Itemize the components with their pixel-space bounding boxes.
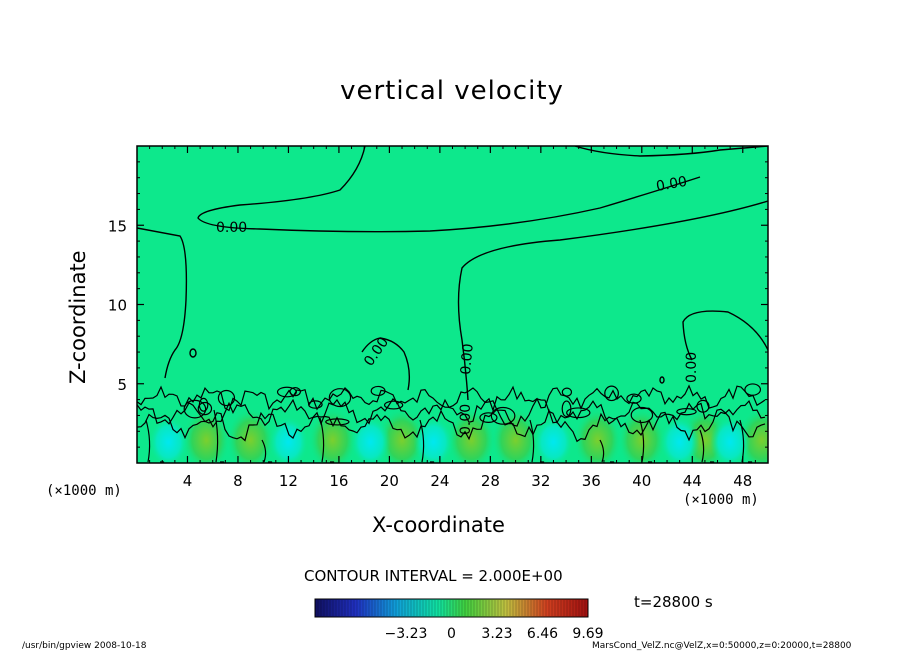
contour-convective-closed [561,400,572,418]
updraft-region [617,408,666,463]
x-tick-label: 36 [582,472,601,490]
contour-small-closed [659,376,665,384]
x-tick-label: 24 [430,472,449,490]
contour-convective-closed [183,399,207,419]
contour-column [599,439,605,463]
y-tick-label: 5 [117,376,127,394]
contour-convective-closed [566,407,591,419]
contour-convective-closed [604,385,619,402]
x-tick-label: 16 [329,472,348,490]
downdraft-region [659,416,700,463]
colorbar-tick-label: 0 [447,626,456,642]
downdraft-region [350,416,391,463]
y-tick-label: 15 [108,217,127,235]
contour-convective-closed [308,400,323,409]
x-axis-title: X-coordinate [372,513,505,537]
contour-lines [137,146,768,401]
contour-convective-closed [289,387,301,397]
contour-convective-closed [383,400,404,410]
x-tick-label: 48 [733,472,752,490]
contour-upper-band [574,146,768,157]
colorbar-tick-label: 3.23 [481,626,512,642]
contour-small-closed [189,348,197,358]
plot-area [136,145,769,464]
contour-convective-closed [676,407,697,416]
x-tick-label: 8 [233,472,243,490]
downdraft-region [268,416,309,463]
colorbar-tick-label: −3.23 [385,626,428,642]
downdraft-region [148,416,189,463]
contour-convective-closed [197,401,213,416]
contour-column [699,429,705,463]
x-tick-label: 40 [632,472,651,490]
contour-convective-closed [626,393,642,404]
colorbar-bar [314,598,589,618]
x-tick-label: 32 [531,472,550,490]
footer-dataset: MarsCond_VelZ.nc@VelZ,x=0:50000,z=0:2000… [592,641,852,651]
contour-convective-closed [630,406,654,424]
contour-convective-closed [490,406,516,425]
contour-convective-closed [276,386,297,398]
downdraft-region [533,416,574,463]
time-label: t=28800 s [634,593,713,611]
x-tick-label: 20 [380,472,399,490]
contour-column [319,417,325,463]
downdraft-region [413,416,454,463]
colorbar-tick-labels: −3.23 0 3.23 6.46 9.69 [385,626,604,642]
contour-interval-label: CONTOUR INTERVAL = 2.000E+00 [304,567,563,585]
contour-column [529,419,535,463]
colorbar-tick-label: 9.69 [572,626,603,642]
x-tick-label: 4 [183,472,193,490]
x-tick-label: 12 [279,472,298,490]
x-tick-label: 44 [683,472,702,490]
updraft-region [573,408,622,463]
contour-label: 0.00 [216,220,247,236]
contour-column [213,409,219,463]
contour-label: 0.00 [458,404,474,435]
contour-lines-convective [137,383,766,463]
contour-label: 0.00 [458,343,477,375]
contour-convective-closed [744,383,762,396]
contour-column [261,439,267,463]
y-axis-ticks: 5 10 15 [108,161,768,448]
contour-column [639,419,645,463]
x-axis-ticks: 4 8 12 16 20 24 28 32 36 40 44 48 [149,146,756,490]
downdraft-region [710,416,751,463]
contour-convective-closed [325,418,350,426]
x-tick-label: 28 [481,472,500,490]
footer-program-date: /usr/bin/gpview 2008-10-18 [22,641,147,651]
contour-upper-band [457,200,768,401]
contour-column [419,419,425,463]
colorbar-stripes [317,600,586,616]
contour-convective-closed [217,389,236,407]
colorbar-tick-label: 6.46 [527,626,558,642]
contour-convective-closed [328,388,352,408]
contour-convective-closed [479,412,498,423]
x-unit-label: (×1000 m) [683,492,759,508]
contour-convective-closed [696,399,710,413]
colorbar: −3.23 0 3.23 6.46 9.69 [314,598,604,642]
y-tick-label: 10 [108,297,127,315]
contour-convective [137,384,766,413]
contour-upper-band [682,310,768,361]
chart-title: vertical velocity [340,76,564,106]
contour-convective-closed [370,385,386,397]
contour-upper-band [137,227,188,379]
x-unit-label: (×1000 m) [46,483,122,499]
contour-upper-band [361,337,411,391]
contour-convective-closed [561,387,573,397]
contour-column [145,419,151,463]
contour-label: 0.00 [684,352,700,383]
contour-convective [137,397,766,428]
contour-label: 0.00 [655,174,688,195]
contour-upper-band [197,146,701,233]
y-axis-title: Z-coordinate [66,250,90,384]
contour-convective [137,408,766,443]
